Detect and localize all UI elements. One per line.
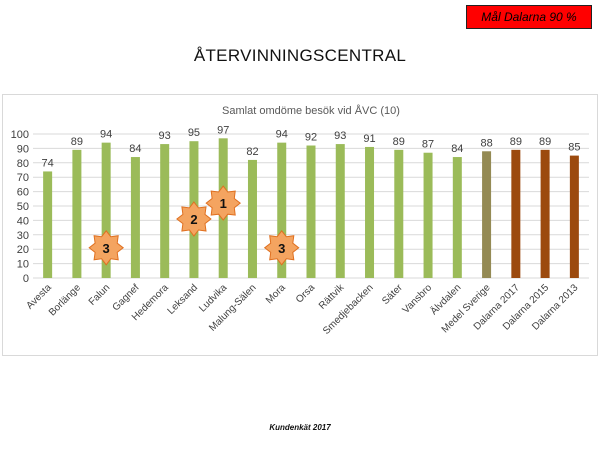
labels-layer: 010203040506070809010074Avesta89Borlänge… (11, 124, 581, 337)
bar (101, 142, 111, 278)
y-tick-label: 50 (17, 201, 29, 213)
bar (160, 144, 170, 278)
data-label: 89 (393, 136, 405, 148)
bar (540, 149, 550, 278)
bar (569, 155, 579, 278)
goal-badge: Mål Dalarna 90 % (466, 5, 592, 29)
rank-star-icon (205, 185, 242, 221)
y-tick-label: 20 (17, 244, 29, 256)
y-tick-label: 30 (17, 230, 29, 242)
data-label: 89 (71, 136, 83, 148)
bar (335, 144, 345, 278)
data-label: 93 (159, 130, 171, 142)
data-label: 97 (217, 124, 229, 136)
x-tick-label: Orsa (294, 282, 317, 305)
bar (452, 157, 462, 278)
data-label: 87 (422, 139, 434, 151)
markers-layer: 1 2 3 3 (88, 185, 300, 266)
bar (482, 151, 492, 278)
chart-title: Samlat omdöme besök vid ÅVC (10) (222, 104, 400, 117)
data-label: 82 (246, 146, 258, 158)
bar (365, 146, 375, 278)
data-label: 84 (129, 143, 141, 155)
y-tick-label: 0 (23, 273, 29, 285)
data-label: 92 (305, 132, 317, 144)
y-tick-label: 80 (17, 158, 29, 170)
bar (247, 159, 257, 278)
rank-label: 2 (190, 212, 197, 227)
bar (277, 142, 287, 278)
rank-label: 3 (278, 241, 285, 256)
y-tick-label: 70 (17, 172, 29, 184)
rank-star-icon (88, 229, 125, 266)
data-label: 88 (480, 137, 492, 149)
data-label: 74 (42, 157, 54, 169)
x-tick-label: Säter (380, 282, 405, 307)
rank-label: 1 (220, 196, 227, 211)
bar (43, 171, 53, 278)
data-label: 89 (539, 136, 551, 148)
rank-star-icon (263, 229, 300, 266)
page-title: ÅTERVINNINGSCENTRAL (193, 46, 407, 65)
y-tick-label: 10 (17, 259, 29, 271)
x-tick-label: Falun (87, 282, 112, 307)
data-label: 93 (334, 130, 346, 142)
y-tick-label: 60 (17, 187, 29, 199)
rank-label: 3 (103, 241, 110, 256)
bar (306, 145, 316, 278)
data-label: 94 (100, 129, 112, 141)
y-tick-label: 90 (17, 143, 29, 155)
data-label: 84 (451, 143, 463, 155)
data-label: 94 (276, 129, 288, 141)
data-label: 85 (568, 142, 580, 154)
data-label: 95 (188, 127, 200, 139)
bar (423, 152, 433, 278)
x-tick-label: Borlänge (47, 282, 83, 318)
bar (130, 157, 140, 278)
y-tick-label: 40 (17, 215, 29, 227)
rank-star-icon (176, 201, 212, 237)
bar (72, 149, 82, 278)
data-label: 91 (363, 133, 375, 145)
y-tick-label: 100 (11, 129, 29, 141)
bars-layer (43, 138, 579, 278)
data-label: 89 (510, 136, 522, 148)
bar (511, 149, 521, 278)
footer-note: Kundenkät 2017 (269, 423, 331, 432)
x-tick-label: Leksand (166, 282, 201, 317)
bar-chart: Samlat omdöme besök vid ÅVC (10) 0 10 20 30… (11, 104, 589, 337)
x-tick-label: Mora (264, 282, 288, 306)
chart-frame: Samlat omdöme besök vid ÅVC (10) 0 10 20 30… (2, 94, 598, 356)
bar (394, 149, 404, 278)
